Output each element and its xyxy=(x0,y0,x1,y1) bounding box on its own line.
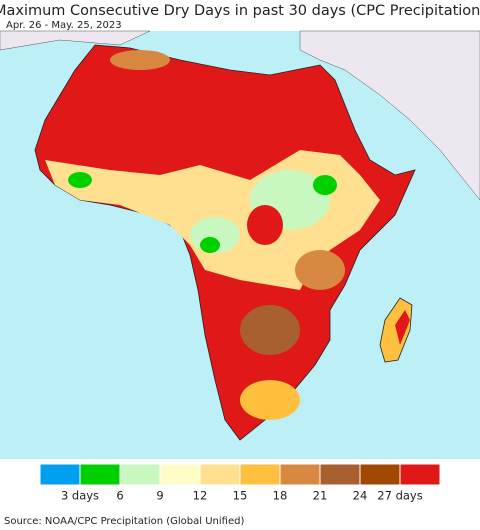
other-land xyxy=(299,30,480,201)
legend-swatch xyxy=(359,463,401,486)
region xyxy=(200,237,220,253)
legend-swatch xyxy=(239,463,281,486)
region xyxy=(295,250,345,290)
region xyxy=(313,175,337,195)
legend-label: 24 xyxy=(353,489,368,503)
legend-swatch xyxy=(119,463,161,486)
legend-swatch xyxy=(79,463,121,486)
legend-swatch xyxy=(159,463,201,486)
source-note: Source: NOAA/CPC Precipitation (Global U… xyxy=(4,516,244,527)
legend: 3 days 6 9 12 15 18 21 24 27 days xyxy=(39,463,441,503)
map-subtitle: Apr. 26 - May. 25, 2023 xyxy=(6,20,122,31)
legend-swatch xyxy=(39,463,81,486)
legend-swatch xyxy=(199,463,241,486)
legend-label: 15 xyxy=(233,489,248,503)
legend-swatch xyxy=(399,463,441,486)
legend-label: 18 xyxy=(273,489,288,503)
legend-swatch xyxy=(319,463,361,486)
legend-label: 12 xyxy=(193,489,208,503)
legend-label: 3 days xyxy=(61,489,99,503)
region xyxy=(240,380,300,420)
map xyxy=(0,30,480,459)
region xyxy=(395,310,410,345)
region xyxy=(110,50,170,70)
legend-label: 21 xyxy=(313,489,328,503)
region xyxy=(240,305,300,355)
legend-label: 27 days xyxy=(377,489,422,503)
legend-label: 9 xyxy=(156,489,163,503)
region xyxy=(68,172,92,188)
map-title: Maximum Consecutive Dry Days in past 30 … xyxy=(0,3,480,19)
legend-swatch xyxy=(279,463,321,486)
region xyxy=(247,205,283,245)
europe xyxy=(0,30,151,51)
legend-label: 6 xyxy=(116,489,123,503)
